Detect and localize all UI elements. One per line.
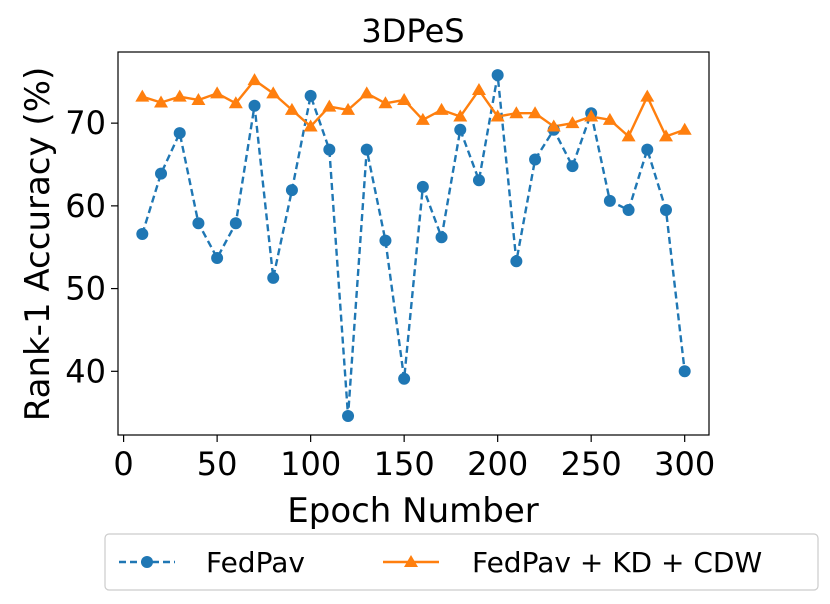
series-lines xyxy=(141,73,686,418)
data-point-fedpav-kd-cdw xyxy=(621,129,636,142)
data-point-fedpav-kd-cdw xyxy=(210,86,225,99)
y-axis-ticks: 40 50 60 70 xyxy=(65,104,118,390)
data-point-fedpav-kd-cdw xyxy=(303,119,318,132)
legend-kd-cdw-marker xyxy=(404,555,418,567)
plot-area xyxy=(117,51,710,436)
y-tick-label: 60 xyxy=(65,187,106,225)
data-point-fedpav-kd-cdw xyxy=(546,119,561,132)
data-point-fedpav xyxy=(659,203,672,216)
data-point-fedpav xyxy=(323,143,336,156)
data-point-fedpav xyxy=(211,251,224,264)
data-point-fedpav xyxy=(155,167,168,180)
data-point-fedpav xyxy=(491,69,504,82)
data-point-fedpav xyxy=(248,99,261,112)
series-markers xyxy=(135,69,692,422)
data-point-fedpav-kd-cdw xyxy=(341,102,356,115)
data-point-fedpav-kd-cdw xyxy=(453,109,468,122)
data-point-fedpav xyxy=(641,143,654,156)
series-line-fedpav xyxy=(141,73,686,418)
data-point-fedpav xyxy=(416,180,429,193)
y-tick-label: 50 xyxy=(65,270,106,308)
y-axis-label: Rank-1 Accuracy (%) xyxy=(18,67,58,422)
data-point-fedpav xyxy=(678,365,691,378)
data-point-fedpav-kd-cdw xyxy=(565,116,580,129)
data-point-fedpav xyxy=(136,227,149,240)
x-tick-label: 150 xyxy=(374,445,435,483)
data-point-fedpav xyxy=(529,153,542,166)
data-point-fedpav xyxy=(285,184,298,197)
data-point-fedpav xyxy=(304,89,317,102)
data-point-fedpav-kd-cdw xyxy=(528,106,543,119)
data-point-fedpav-kd-cdw xyxy=(471,83,486,96)
data-point-fedpav-kd-cdw xyxy=(191,92,206,105)
x-tick-label: 0 xyxy=(113,445,133,483)
data-point-fedpav xyxy=(360,143,373,156)
data-point-fedpav-kd-cdw xyxy=(284,102,299,115)
data-point-fedpav-kd-cdw xyxy=(247,73,262,86)
data-point-fedpav-kd-cdw xyxy=(172,89,187,102)
data-point-fedpav-kd-cdw xyxy=(640,89,655,102)
data-point-fedpav xyxy=(342,409,355,422)
legend-fedpav-label: FedPav xyxy=(206,546,305,579)
data-point-fedpav xyxy=(379,234,392,247)
data-point-fedpav-kd-cdw xyxy=(397,92,412,105)
legend-fedpav-marker xyxy=(141,556,153,568)
legend: FedPav FedPav + KD + CDW xyxy=(104,533,819,591)
data-point-fedpav-kd-cdw xyxy=(509,106,524,119)
data-point-fedpav-kd-cdw xyxy=(415,112,430,125)
data-point-fedpav-kd-cdw xyxy=(434,102,449,115)
data-point-fedpav-kd-cdw xyxy=(322,99,337,112)
data-point-fedpav-kd-cdw xyxy=(228,96,243,109)
x-axis-label: Epoch Number xyxy=(287,491,539,531)
data-point-fedpav xyxy=(173,127,186,140)
y-tick-label: 40 xyxy=(65,352,106,390)
data-point-fedpav xyxy=(622,203,635,216)
data-point-fedpav xyxy=(566,160,579,173)
x-tick-label: 250 xyxy=(561,445,622,483)
data-point-fedpav-kd-cdw xyxy=(378,96,393,109)
x-tick-label: 300 xyxy=(654,445,715,483)
data-point-fedpav xyxy=(192,217,205,230)
data-point-fedpav-kd-cdw xyxy=(658,129,673,142)
legend-box xyxy=(104,533,819,591)
data-point-fedpav-kd-cdw xyxy=(602,112,617,125)
data-point-fedpav-kd-cdw xyxy=(584,109,599,122)
data-point-fedpav-kd-cdw xyxy=(359,86,374,99)
data-point-fedpav xyxy=(454,123,467,136)
data-point-fedpav xyxy=(435,231,448,244)
y-tick-label: 70 xyxy=(65,104,106,142)
series-line-fedpav-kd-cdw xyxy=(141,78,686,138)
legend-kd-cdw-label: FedPav + KD + CDW xyxy=(472,546,762,579)
data-point-fedpav xyxy=(398,372,411,385)
data-point-fedpav xyxy=(267,271,280,284)
data-point-fedpav-kd-cdw xyxy=(135,89,150,102)
data-point-fedpav-kd-cdw xyxy=(266,86,281,99)
data-point-fedpav-kd-cdw xyxy=(677,122,692,135)
data-point-fedpav-kd-cdw xyxy=(490,109,505,122)
chart-title: 3DPeS xyxy=(361,12,464,50)
x-axis-ticks: 0 50 100 150 200 250 300 xyxy=(113,435,715,483)
data-point-fedpav xyxy=(510,255,523,268)
x-tick-label: 200 xyxy=(467,445,528,483)
data-point-fedpav xyxy=(603,194,616,207)
data-point-fedpav xyxy=(472,174,485,187)
x-tick-label: 100 xyxy=(280,445,341,483)
data-point-fedpav-kd-cdw xyxy=(154,95,169,108)
data-point-fedpav xyxy=(229,217,242,230)
x-tick-label: 50 xyxy=(197,445,238,483)
